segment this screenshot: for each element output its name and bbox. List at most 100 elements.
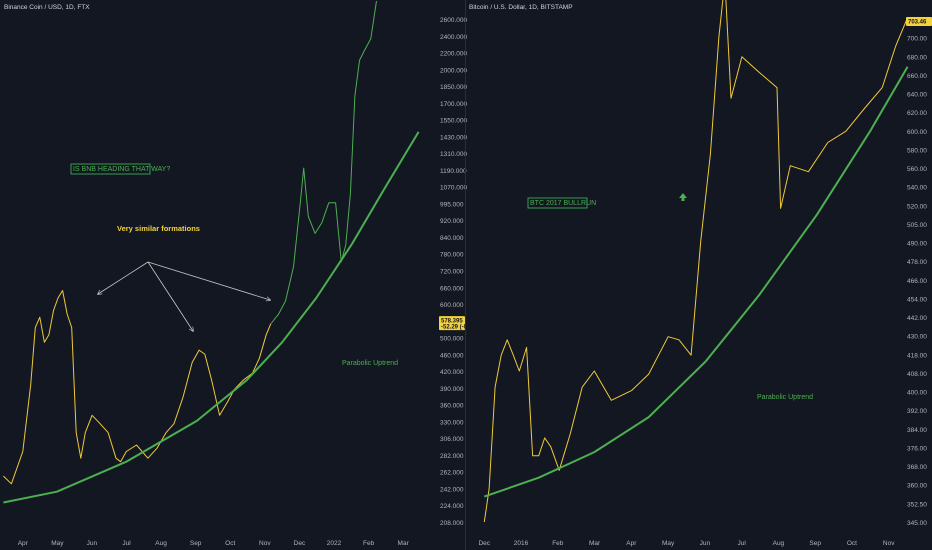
btc-last-price-value: 703.46 (908, 20, 927, 26)
btc-x-tick-label: Feb (552, 540, 564, 547)
bnb-annotation-text: IS BNB HEADING THAT WAY? (73, 166, 170, 173)
bnb-y-tick-label: 242.000 (440, 486, 464, 493)
bnb-y-tick-label: 1700.000 (440, 101, 467, 108)
bnb-y-tick-label: 2400.000 (440, 34, 467, 41)
bnb-trendline[interactable] (3, 131, 420, 504)
bnb-x-tick-label: Apr (18, 540, 29, 547)
btc-last-price-tag (906, 17, 932, 26)
bnb-y-tick-label: 330.000 (440, 419, 464, 426)
btc-y-tick-label: 345.00 (907, 520, 927, 527)
bnb-price-line-0[interactable] (3, 290, 272, 485)
btc-y-tick-label: 400.00 (907, 390, 927, 397)
bnb-x-tick-label: Nov (259, 540, 271, 547)
bnb-y-tick-label: 1070.000 (440, 185, 467, 192)
bnb-x-tick-label: Feb (363, 540, 375, 547)
btc-annotation-text: Parabolic Uptrend (757, 394, 813, 401)
bnb-last-price-change: -52.29 (-8 (441, 325, 468, 331)
bnb-x-tick-label: Sep (190, 540, 202, 547)
bnb-callout-arrow (147, 261, 270, 300)
bnb-x-tick-label: Jul (122, 540, 131, 547)
btc-x-tick-label: Jun (700, 540, 711, 547)
bnb-chart-title: Binance Coin / USD, 1D, FTX (4, 4, 90, 11)
bnb-y-tick-label: 720.000 (440, 269, 464, 276)
btc-y-tick-label: 640.00 (907, 92, 927, 99)
btc-x-tick-label: Nov (883, 540, 895, 547)
bnb-annotation-text: Parabolic Uptrend (342, 360, 398, 367)
btc-y-tick-label: 408.00 (907, 371, 927, 378)
btc-y-tick-label: 600.00 (907, 129, 927, 136)
bnb-chart-panel[interactable]: Binance Coin / USD, 1D, FTX 2600.000 2400.… (3, 0, 468, 547)
bnb-y-tick-label: 2000.000 (440, 67, 467, 74)
btc-y-tick-label: 580.00 (907, 147, 927, 154)
bnb-y-tick-label: 420.000 (440, 369, 464, 376)
btc-y-tick-label: 490.00 (907, 241, 927, 248)
bnb-y-tick-label: 390.000 (440, 386, 464, 393)
bnb-y-tick-label: 360.000 (440, 403, 464, 410)
bnb-last-price-value: 578.395 (441, 319, 463, 325)
btc-x-tick-label: 2016 (514, 540, 529, 547)
btc-x-tick-label: Oct (847, 540, 857, 547)
btc-y-tick-label: 430.00 (907, 334, 927, 341)
bnb-y-tick-label: 306.000 (440, 436, 464, 443)
btc-y-tick-label: 680.00 (907, 54, 927, 61)
bnb-price-line-1[interactable] (270, 0, 377, 325)
bnb-x-tick-label: Dec (294, 540, 306, 547)
btc-trendline[interactable] (483, 66, 909, 498)
bnb-x-tick-label: May (51, 540, 64, 547)
bnb-y-tick-label: 208.000 (440, 520, 464, 527)
btc-y-tick-label: 700.00 (907, 36, 927, 43)
btc-y-tick-label: 660.00 (907, 73, 927, 80)
bnb-y-tick-label: 262.000 (440, 470, 464, 477)
bnb-callout-arrow (98, 261, 149, 294)
btc-y-tick-label: 360.00 (907, 483, 927, 490)
bnb-x-tick-label: Aug (155, 540, 167, 547)
bnb-y-tick-label: 1310.000 (440, 151, 467, 158)
btc-y-tick-label: 505.00 (907, 222, 927, 229)
btc-x-tick-label: Sep (809, 540, 821, 547)
btc-y-tick-label: 352.50 (907, 501, 927, 508)
bnb-x-tick-label: Mar (398, 540, 410, 547)
bnb-callout-arrow (147, 261, 193, 331)
bnb-y-tick-label: 920.000 (440, 218, 464, 225)
btc-y-tick-label: 466.00 (907, 278, 927, 285)
btc-annotation-box (527, 197, 588, 209)
btc-y-tick-label: 540.00 (907, 185, 927, 192)
btc-y-tick-label: 520.00 (907, 203, 927, 210)
bnb-x-tick-label: 2022 (327, 540, 342, 547)
btc-y-tick-label: 376.00 (907, 445, 927, 452)
btc-y-tick-label: 368.00 (907, 464, 927, 471)
btc-price-line-0[interactable] (483, 0, 909, 523)
bnb-y-tick-label: 660.000 (440, 285, 464, 292)
btc-y-tick-label: 478.00 (907, 259, 927, 266)
btc-x-tick-label: Apr (626, 540, 637, 547)
bnb-y-tick-label: 282.000 (440, 453, 464, 460)
bnb-y-tick-label: 224.000 (440, 503, 464, 510)
bnb-y-tick-label: 840.000 (440, 235, 464, 242)
btc-x-tick-label: May (662, 540, 675, 547)
bnb-annotation-box (70, 163, 151, 175)
btc-chart-panel[interactable]: Bitcoin / U.S. Dollar, 1D, BITSTAMP720.0… (469, 0, 932, 547)
bnb-y-tick-label: 500.000 (440, 336, 464, 343)
bnb-y-tick-label: 1850.000 (440, 84, 467, 91)
btc-y-tick-label: 620.00 (907, 110, 927, 117)
btc-y-tick-label: 418.00 (907, 352, 927, 359)
bnb-y-tick-label: 460.000 (440, 352, 464, 359)
bnb-y-tick-label: 600.000 (440, 302, 464, 309)
bnb-y-tick-label: 1430.000 (440, 134, 467, 141)
btc-y-tick-label: 392.00 (907, 408, 927, 415)
btc-x-tick-label: Dec (478, 540, 490, 547)
bnb-y-tick-label: 1550.000 (440, 118, 467, 125)
btc-y-tick-label: 560.00 (907, 166, 927, 173)
bnb-x-tick-label: Jun (87, 540, 98, 547)
btc-x-tick-label: Mar (589, 540, 601, 547)
btc-y-tick-label: 384.00 (907, 427, 927, 434)
btc-chart-title: Bitcoin / U.S. Dollar, 1D, BITSTAMP (469, 4, 573, 11)
bnb-y-tick-label: 780.000 (440, 252, 464, 259)
btc-annotation-text: BTC 2017 BULLRUN (530, 200, 596, 207)
bnb-y-tick-label: 2600.000 (440, 17, 467, 24)
bnb-y-tick-label: 995.000 (440, 201, 464, 208)
bnb-y-tick-label: 2200.000 (440, 51, 467, 58)
bnb-x-tick-label: Oct (225, 540, 235, 547)
